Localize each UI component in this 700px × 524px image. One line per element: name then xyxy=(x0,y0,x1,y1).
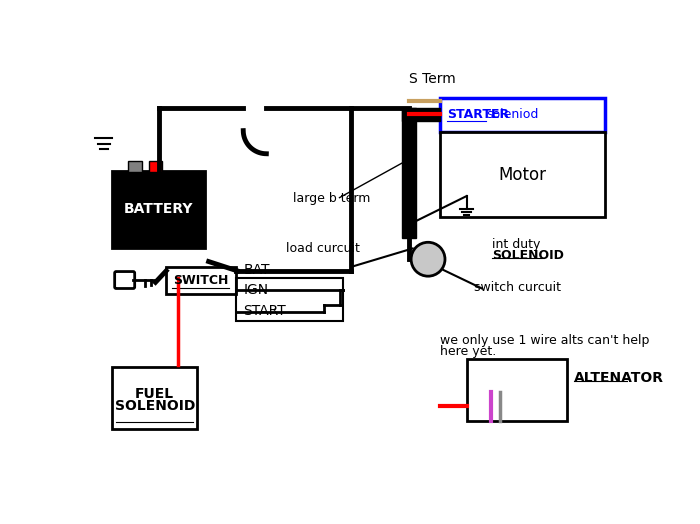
Bar xyxy=(127,161,141,172)
Text: load curcuit: load curcuit xyxy=(286,242,360,255)
Text: large b term: large b term xyxy=(293,192,371,205)
Text: IGN: IGN xyxy=(244,283,268,297)
Text: S Term: S Term xyxy=(409,72,456,86)
Bar xyxy=(402,107,416,238)
Bar xyxy=(112,367,197,429)
Bar xyxy=(112,171,204,248)
Text: STARTER: STARTER xyxy=(447,108,510,122)
FancyBboxPatch shape xyxy=(115,271,134,289)
Text: here yet.: here yet. xyxy=(440,345,496,358)
Text: we only use 1 wire alts can't help: we only use 1 wire alts can't help xyxy=(440,334,649,347)
Text: SOLENOID: SOLENOID xyxy=(492,249,564,262)
Text: soleniod: soleniod xyxy=(486,108,538,122)
Bar xyxy=(466,359,567,421)
Text: SOLENOID: SOLENOID xyxy=(115,399,195,412)
Text: switch curcuit: switch curcuit xyxy=(475,281,561,294)
Text: int duty: int duty xyxy=(492,238,540,252)
Text: FUEL: FUEL xyxy=(135,387,174,401)
Text: ALTENATOR: ALTENATOR xyxy=(574,371,664,385)
Text: SWITCH: SWITCH xyxy=(173,274,229,287)
Text: BAT: BAT xyxy=(244,263,270,277)
Bar xyxy=(402,107,440,122)
Text: START: START xyxy=(244,304,286,318)
Bar xyxy=(235,278,344,321)
Circle shape xyxy=(411,242,445,276)
Text: BATTERY: BATTERY xyxy=(124,202,193,216)
Bar xyxy=(440,97,606,132)
Bar xyxy=(148,161,162,172)
Bar xyxy=(440,132,606,217)
Text: Motor: Motor xyxy=(498,166,547,183)
Bar xyxy=(167,267,235,294)
